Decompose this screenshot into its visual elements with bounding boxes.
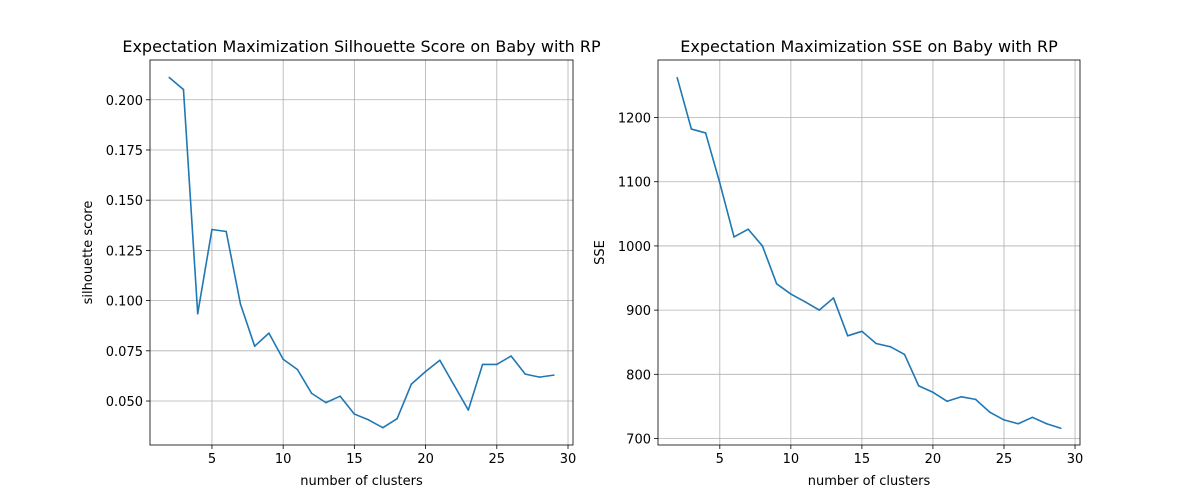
chart-title: Expectation Maximization Silhouette Scor… [122, 37, 601, 56]
data-point-15 [353, 413, 356, 415]
data-point-4 [196, 312, 199, 315]
y-tick-label: 0.075 [106, 345, 143, 360]
y-tick-label: 0.100 [106, 295, 143, 310]
y-tick-label: 1200 [618, 112, 651, 127]
data-point-2 [168, 76, 171, 79]
x-tick-label: 10 [275, 452, 292, 467]
x-tick-label: 15 [346, 452, 363, 467]
data-point-12 [310, 392, 313, 395]
data-point-26 [510, 355, 512, 357]
data-point-9 [268, 332, 270, 334]
data-point-29 [552, 374, 555, 376]
data-point-8 [761, 245, 764, 247]
axes-frame [149, 59, 574, 446]
y-tick-label: 900 [626, 304, 651, 319]
data-point-3 [182, 88, 185, 91]
chart-title: Expectation Maximization SSE on Baby wit… [680, 37, 1058, 56]
data-point-20 [932, 391, 934, 394]
x-tick-label: 15 [854, 452, 871, 467]
data-point-19 [410, 383, 413, 385]
data-point-8 [253, 345, 256, 347]
y-tick-label: 1000 [618, 240, 651, 255]
data-point-13 [832, 297, 835, 299]
x-tick-label: 25 [489, 452, 506, 467]
y-tick-label: 800 [626, 368, 651, 383]
data-point-6 [225, 230, 227, 233]
x-axis-label: number of clusters [300, 474, 423, 489]
data-point-5 [211, 228, 213, 231]
data-point-18 [903, 353, 906, 356]
data-point-11 [804, 300, 806, 303]
data-point-11 [296, 368, 299, 371]
data-point-24 [988, 411, 991, 413]
x-tick-label: 30 [1067, 452, 1084, 467]
y-tick-label: 700 [626, 433, 651, 448]
y-tick-label: 0.150 [106, 194, 143, 209]
data-point-19 [917, 385, 920, 387]
data-point-28 [538, 376, 541, 378]
data-point-18 [396, 417, 398, 420]
data-point-10 [790, 293, 792, 295]
data-point-21 [439, 359, 441, 362]
series-line [168, 76, 554, 429]
y-axis-label: silhouette score [81, 201, 96, 305]
y-tick-label: 0.200 [106, 94, 143, 109]
data-point-27 [1031, 416, 1034, 419]
y-tick-label: 1100 [618, 176, 651, 191]
data-point-13 [325, 401, 327, 404]
y-tick-label: 0.125 [106, 244, 143, 259]
y-tick-label: 0.175 [106, 144, 143, 159]
data-point-4 [704, 132, 707, 134]
data-point-22 [453, 384, 455, 386]
data-point-7 [239, 303, 242, 305]
data-point-23 [974, 398, 977, 401]
data-point-29 [1060, 427, 1062, 430]
data-point-9 [775, 282, 778, 285]
data-point-22 [960, 395, 963, 398]
x-tick-label: 10 [783, 452, 800, 467]
data-point-14 [339, 395, 341, 397]
data-point-17 [889, 345, 892, 348]
data-point-21 [946, 400, 948, 403]
data-point-25 [496, 363, 498, 366]
y-axis-label: SSE [593, 240, 608, 265]
data-point-27 [524, 373, 527, 375]
data-point-12 [818, 309, 821, 311]
x-tick-label: 30 [560, 452, 577, 467]
x-tick-label: 20 [417, 452, 434, 467]
data-point-26 [1017, 422, 1019, 425]
data-point-10 [282, 358, 284, 361]
data-point-25 [1003, 419, 1005, 421]
data-point-20 [424, 370, 427, 373]
data-point-6 [733, 236, 735, 238]
data-point-16 [875, 342, 877, 345]
x-tick-label: 5 [716, 452, 724, 467]
series-line [676, 77, 1062, 430]
data-point-23 [467, 409, 470, 411]
data-point-28 [1045, 422, 1048, 425]
data-point-15 [861, 330, 863, 333]
sse-chart: 5 10 15 20 25 30 700 800 900 1000 1100 1200 Expectat… [593, 37, 1083, 489]
silhouette-chart: 5 10 15 20 25 30 0.050 0.075 0.100 0.125 0.150 0.17… [81, 37, 601, 489]
x-tick-label: 5 [208, 452, 216, 467]
data-point-3 [690, 128, 693, 130]
data-point-14 [846, 334, 849, 337]
data-point-17 [382, 426, 384, 429]
x-tick-label: 20 [925, 452, 942, 467]
x-tick-label: 25 [996, 452, 1013, 467]
x-axis-label: number of clusters [808, 474, 931, 489]
data-point-7 [747, 228, 750, 231]
axes-frame [657, 59, 1081, 446]
data-point-24 [481, 363, 484, 366]
y-tick-label: 0.050 [106, 395, 143, 410]
data-point-5 [719, 182, 721, 184]
data-point-16 [367, 419, 370, 421]
data-point-2 [676, 76, 678, 79]
